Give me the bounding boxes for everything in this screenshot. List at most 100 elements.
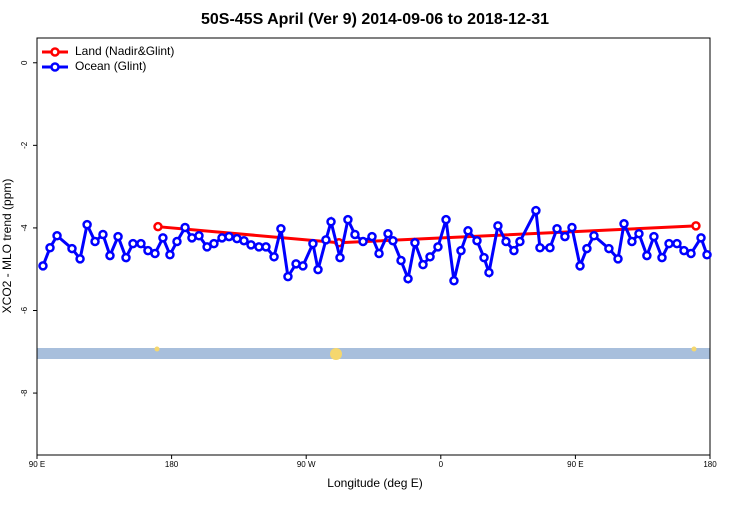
x-tick-label: 90 E xyxy=(567,460,583,469)
legend-label: Land (Nadir&Glint) xyxy=(75,44,174,58)
x-tick-label: 90 W xyxy=(297,460,316,469)
point xyxy=(150,248,160,259)
point xyxy=(224,231,234,242)
point xyxy=(567,222,577,233)
legend-label: Ocean (Glint) xyxy=(75,59,146,73)
y-tick-label: -2 xyxy=(20,141,29,149)
point xyxy=(335,252,345,263)
point xyxy=(552,223,562,234)
point xyxy=(484,267,494,278)
point xyxy=(634,228,644,239)
point xyxy=(642,250,652,261)
point xyxy=(613,254,623,264)
point xyxy=(531,205,541,216)
point xyxy=(383,228,393,239)
plot-frame xyxy=(36,37,711,456)
point xyxy=(449,276,459,286)
mask-dot xyxy=(330,348,342,360)
point xyxy=(313,264,323,275)
point xyxy=(321,235,331,245)
chart-title: 50S-45S April (Ver 9) 2014-09-06 to 2018… xyxy=(201,11,549,28)
mask-dot xyxy=(691,346,697,352)
legend-marker xyxy=(50,62,60,72)
x-tick-label: 180 xyxy=(703,460,717,469)
y-tick-label: -4 xyxy=(20,224,29,232)
point xyxy=(246,240,256,250)
point xyxy=(672,238,682,249)
point xyxy=(425,252,435,262)
point xyxy=(326,216,336,227)
point xyxy=(493,221,503,231)
point xyxy=(664,238,674,249)
point xyxy=(276,223,286,234)
point xyxy=(90,236,100,247)
point xyxy=(350,229,360,240)
point xyxy=(657,252,667,263)
point xyxy=(194,231,204,241)
point xyxy=(82,219,92,230)
point xyxy=(472,235,482,246)
point xyxy=(367,231,377,242)
point xyxy=(98,229,108,240)
y-tick-label: 0 xyxy=(20,60,29,65)
point xyxy=(560,231,570,242)
point xyxy=(105,250,115,261)
mask-band xyxy=(37,348,710,359)
point xyxy=(388,235,398,246)
point xyxy=(261,242,271,252)
point xyxy=(172,236,182,247)
point xyxy=(509,245,519,256)
point xyxy=(165,250,175,260)
point xyxy=(619,219,629,229)
point xyxy=(52,231,62,241)
point xyxy=(410,238,420,248)
y-tick-label: -6 xyxy=(20,306,29,314)
point xyxy=(113,231,123,242)
point xyxy=(463,226,473,236)
point xyxy=(75,254,85,264)
point xyxy=(158,233,168,243)
point xyxy=(308,238,318,249)
point xyxy=(649,231,659,242)
point xyxy=(441,214,451,225)
x-tick-label: 90 E xyxy=(29,460,45,469)
point xyxy=(121,252,131,263)
point xyxy=(153,221,163,232)
point xyxy=(209,238,219,249)
point xyxy=(589,231,599,241)
point xyxy=(374,248,384,259)
point xyxy=(128,238,138,249)
y-axis-label: XCO2 - MLO trend (ppm) xyxy=(0,179,14,314)
point xyxy=(67,243,77,254)
point xyxy=(696,233,706,243)
point xyxy=(358,236,368,247)
point xyxy=(418,259,428,270)
point xyxy=(456,245,466,256)
point xyxy=(343,214,353,225)
point xyxy=(269,252,279,262)
x-tick-label: 180 xyxy=(165,460,179,469)
point xyxy=(136,238,146,249)
point xyxy=(545,242,555,253)
x-tick-label: 0 xyxy=(439,460,444,469)
point xyxy=(604,243,614,254)
point xyxy=(396,255,406,266)
point xyxy=(501,236,511,247)
point xyxy=(403,273,413,284)
point xyxy=(298,261,308,271)
point xyxy=(686,248,696,259)
mask-dot xyxy=(154,346,160,352)
point xyxy=(239,235,249,246)
point xyxy=(582,243,592,254)
point xyxy=(433,242,443,252)
point xyxy=(283,271,293,282)
point xyxy=(535,242,545,253)
point xyxy=(702,250,712,260)
x-axis-label: Longitude (deg E) xyxy=(327,476,422,490)
legend-marker xyxy=(50,47,60,57)
y-tick-label: -8 xyxy=(20,389,29,397)
point xyxy=(180,222,190,233)
point xyxy=(479,252,489,263)
point xyxy=(45,242,55,253)
